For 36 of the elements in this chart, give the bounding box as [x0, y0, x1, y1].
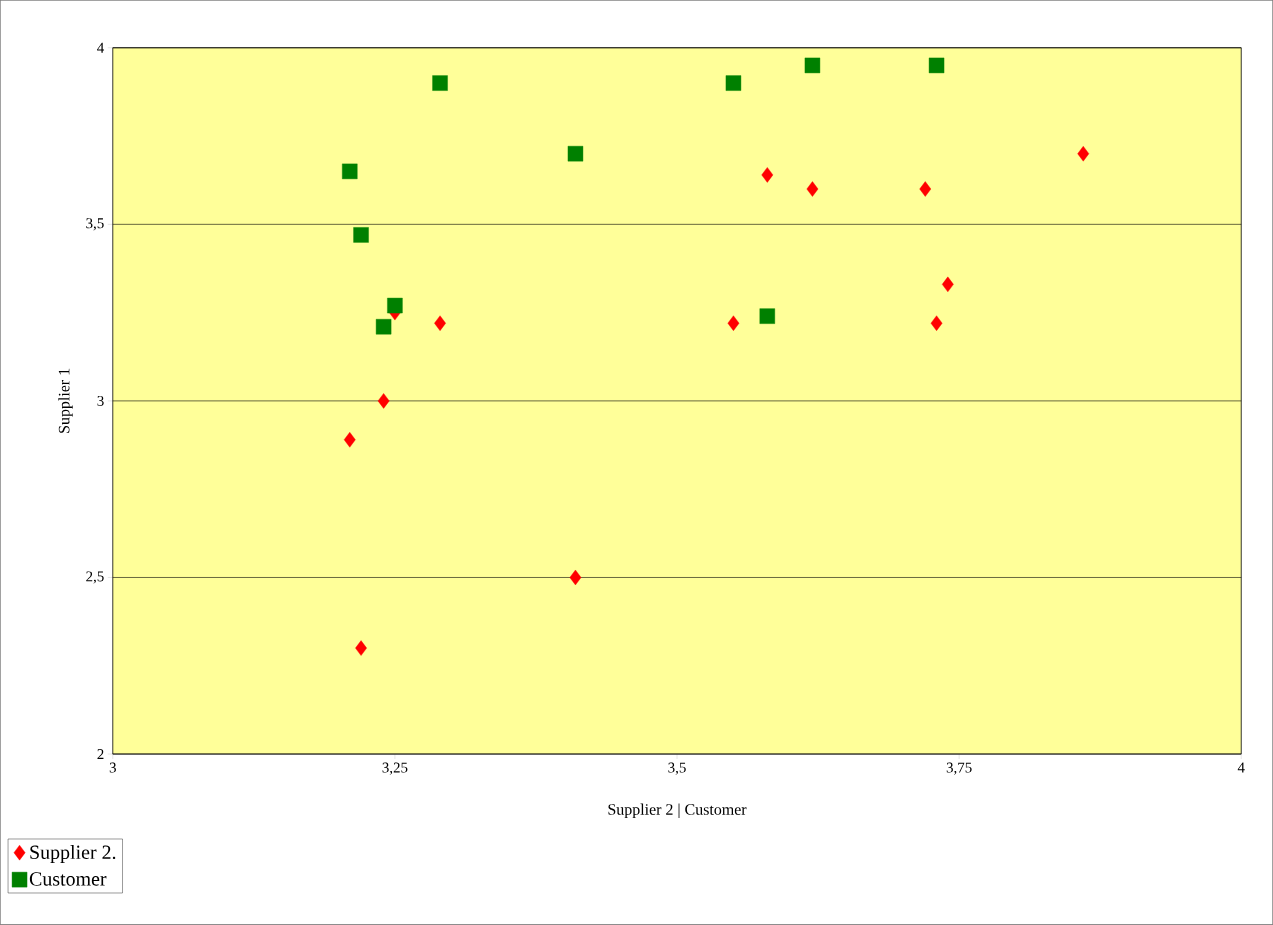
- y-axis-title: Supplier 1: [58, 368, 73, 433]
- y-tick-label: 4: [97, 42, 105, 53]
- legend-label: Customer: [29, 872, 107, 886]
- point: [567, 146, 584, 162]
- point: [353, 227, 369, 243]
- point: [355, 640, 367, 656]
- point: [432, 75, 448, 91]
- point: [928, 57, 945, 74]
- point: [725, 75, 742, 91]
- x-tick-label: 3: [109, 762, 116, 773]
- x-tick-label: 4: [1237, 762, 1245, 773]
- y-tick-label: 2: [97, 749, 104, 760]
- point: [342, 163, 358, 180]
- x-axis-title: Supplier 2 | Customer: [608, 803, 747, 819]
- y-tick-label: 3: [97, 395, 104, 406]
- y-tick-label: 3,5: [86, 218, 104, 231]
- point: [761, 167, 774, 183]
- x-tick-label: 3,75: [946, 762, 972, 775]
- point: [804, 57, 821, 74]
- point: [806, 181, 819, 197]
- legend-label: Supplier 2.: [30, 845, 116, 864]
- x-tick-label: 3,5: [668, 762, 686, 775]
- point: [434, 315, 446, 331]
- point: [727, 315, 740, 331]
- point: [375, 319, 392, 335]
- point: [919, 181, 932, 197]
- point: [942, 276, 954, 293]
- x-tick-label: 3,25: [382, 762, 408, 775]
- point: [343, 432, 356, 448]
- point: [569, 569, 582, 586]
- point: [1077, 146, 1090, 162]
- point: [759, 308, 775, 324]
- y-tick-label: 2,5: [86, 571, 104, 584]
- point: [377, 393, 390, 409]
- point: [930, 315, 943, 331]
- point: [387, 297, 403, 314]
